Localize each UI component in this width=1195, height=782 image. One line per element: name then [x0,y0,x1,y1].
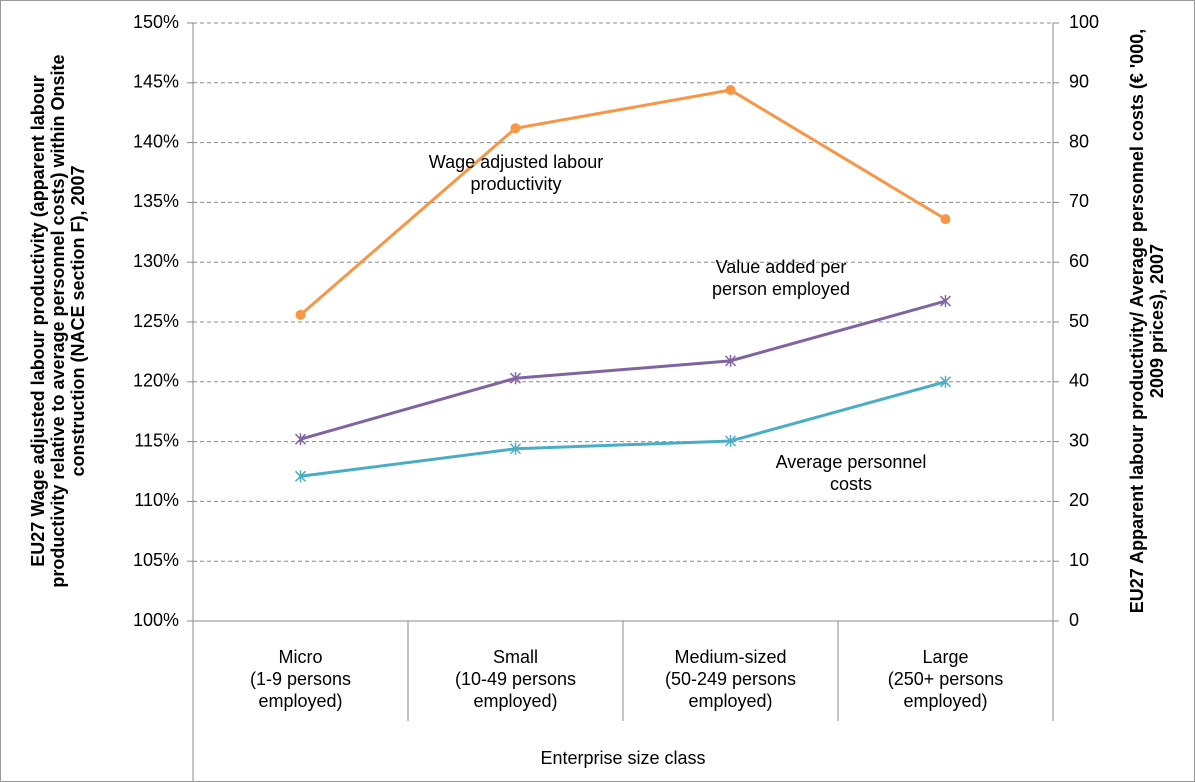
y2-tick-label: 0 [1069,610,1079,630]
y-tick-label: 110% [134,490,179,510]
y-tick-label: 145% [133,72,179,92]
marker [939,295,952,308]
y-tick-label: 130% [133,251,179,271]
marker [295,309,306,320]
y-tick-label: 115% [134,430,179,450]
x-axis-title: Enterprise size class [540,748,706,768]
x-tick-label: Micro (1-9 persons employed) [249,647,352,711]
y2-tick-label: 30 [1069,430,1089,450]
y2-tick-label: 40 [1069,371,1089,391]
x-tick-label: Large (250+ persons employed) [887,647,1004,711]
marker [725,84,736,95]
y2-tick-label: 100 [1069,12,1099,32]
y2-tick-label: 90 [1069,72,1089,92]
y-tick-label: 125% [133,311,179,331]
marker [509,372,522,385]
series-line [300,299,946,441]
y2-tick-label: 80 [1069,131,1089,151]
y-tick-label: 120% [133,371,179,391]
y-tick-label: 150% [133,12,179,32]
y-tick-label: 135% [133,191,179,211]
marker [724,435,737,448]
x-tick-label: Small (10-49 persons employed) [454,647,577,711]
marker [510,123,521,134]
y2-tick-label: 10 [1069,550,1089,570]
series-line [300,380,946,478]
series-label: Wage adjusted labour productivity [428,152,604,194]
y-tick-label: 100% [133,610,179,630]
y2-tick-label: 60 [1069,251,1089,271]
x-tick-label: Medium-sized (50-249 persons employed) [664,647,797,711]
marker [509,442,522,455]
series-label: Average personnel costs [775,452,927,494]
y-axis-title: EU27 Wage adjusted labour productivity (… [28,54,88,588]
series-label: Value added per person employed [711,257,851,299]
marker [294,470,307,483]
y-tick-label: 105% [133,550,179,570]
marker [294,433,307,446]
marker [939,375,952,388]
y-tick-label: 140% [133,131,179,151]
y2-tick-label: 70 [1069,191,1089,211]
y2-tick-label: 50 [1069,311,1089,331]
y2-axis-title: EU27 Apparent labour productivity/ Avera… [1127,28,1167,614]
y2-tick-label: 20 [1069,490,1089,510]
marker [940,214,951,225]
marker [724,354,737,367]
series-line [299,88,947,316]
